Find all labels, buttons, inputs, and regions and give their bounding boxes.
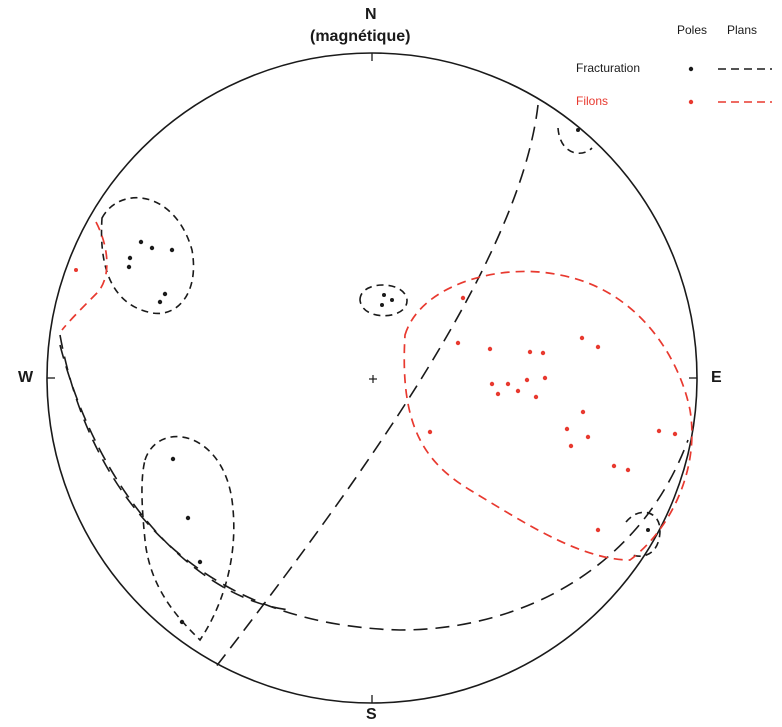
pole-point [595,344,601,350]
filons-poles [74,268,678,533]
legend-label-filons: Filons [576,94,609,108]
pole-point [533,394,539,400]
pole-point [126,264,132,270]
label-east: E [711,369,722,386]
label-south: S [366,706,377,723]
pole-point [382,293,386,297]
pole-point [579,335,585,341]
pole-point [515,388,521,394]
pole-point [580,409,586,415]
fracturation-plane-1 [214,104,539,669]
legend-col-plans: Plans [727,23,758,37]
filons-contour-main [403,270,693,561]
label-north-note: (magnétique) [310,28,411,45]
legend-symbols [688,66,772,105]
pole-point [138,239,144,245]
contour-se [625,511,661,557]
fracturation-planes [59,104,689,669]
fracturation-plane-3 [59,344,291,611]
pole-point [427,429,433,435]
pole-point [595,527,601,533]
legend-col-poles: Poles [677,23,708,37]
filons-contour-west [61,221,108,331]
pole-point [460,295,466,301]
pole-point [542,375,548,381]
pole-point [170,456,176,462]
pole-point [179,619,185,625]
pole-point [169,247,175,253]
pole-point [185,515,191,521]
legend-pole-fracturation [688,66,694,72]
contour-sw [141,435,235,642]
pole-point [127,255,133,261]
pole-point [656,428,662,434]
pole-point [585,434,591,440]
pole-point [568,443,574,449]
pole-point [390,298,394,302]
primitive-circle [46,52,698,704]
pole-point [149,245,155,251]
contour-nw [100,196,195,315]
label-west: W [18,369,34,386]
legend-pole-filons [688,99,694,105]
contour-ne [557,127,593,154]
label-north: N [365,6,377,23]
fracturation-poles [126,128,650,625]
pole-point [162,291,168,297]
pole-point [576,128,580,132]
pole-point [380,303,384,307]
fracturation-plane-2 [59,334,689,631]
pole-point [489,381,495,387]
contour-center [359,284,408,317]
pole-point [74,268,78,272]
pole-point [524,377,530,383]
pole-point [646,528,650,532]
filons-planes [61,221,693,561]
pole-point [564,426,570,432]
legend-label-fracturation: Fracturation [576,61,641,75]
pole-point [455,340,461,346]
pole-point [540,350,546,356]
pole-point [672,431,678,437]
center-cross [369,375,377,383]
pole-point [505,381,511,387]
pole-point [625,467,631,473]
fracturation-contours [100,127,661,642]
pole-point [157,299,163,305]
pole-point [197,559,203,565]
pole-point [487,346,493,352]
pole-point [527,349,533,355]
pole-point [495,391,501,397]
pole-point [611,463,617,469]
